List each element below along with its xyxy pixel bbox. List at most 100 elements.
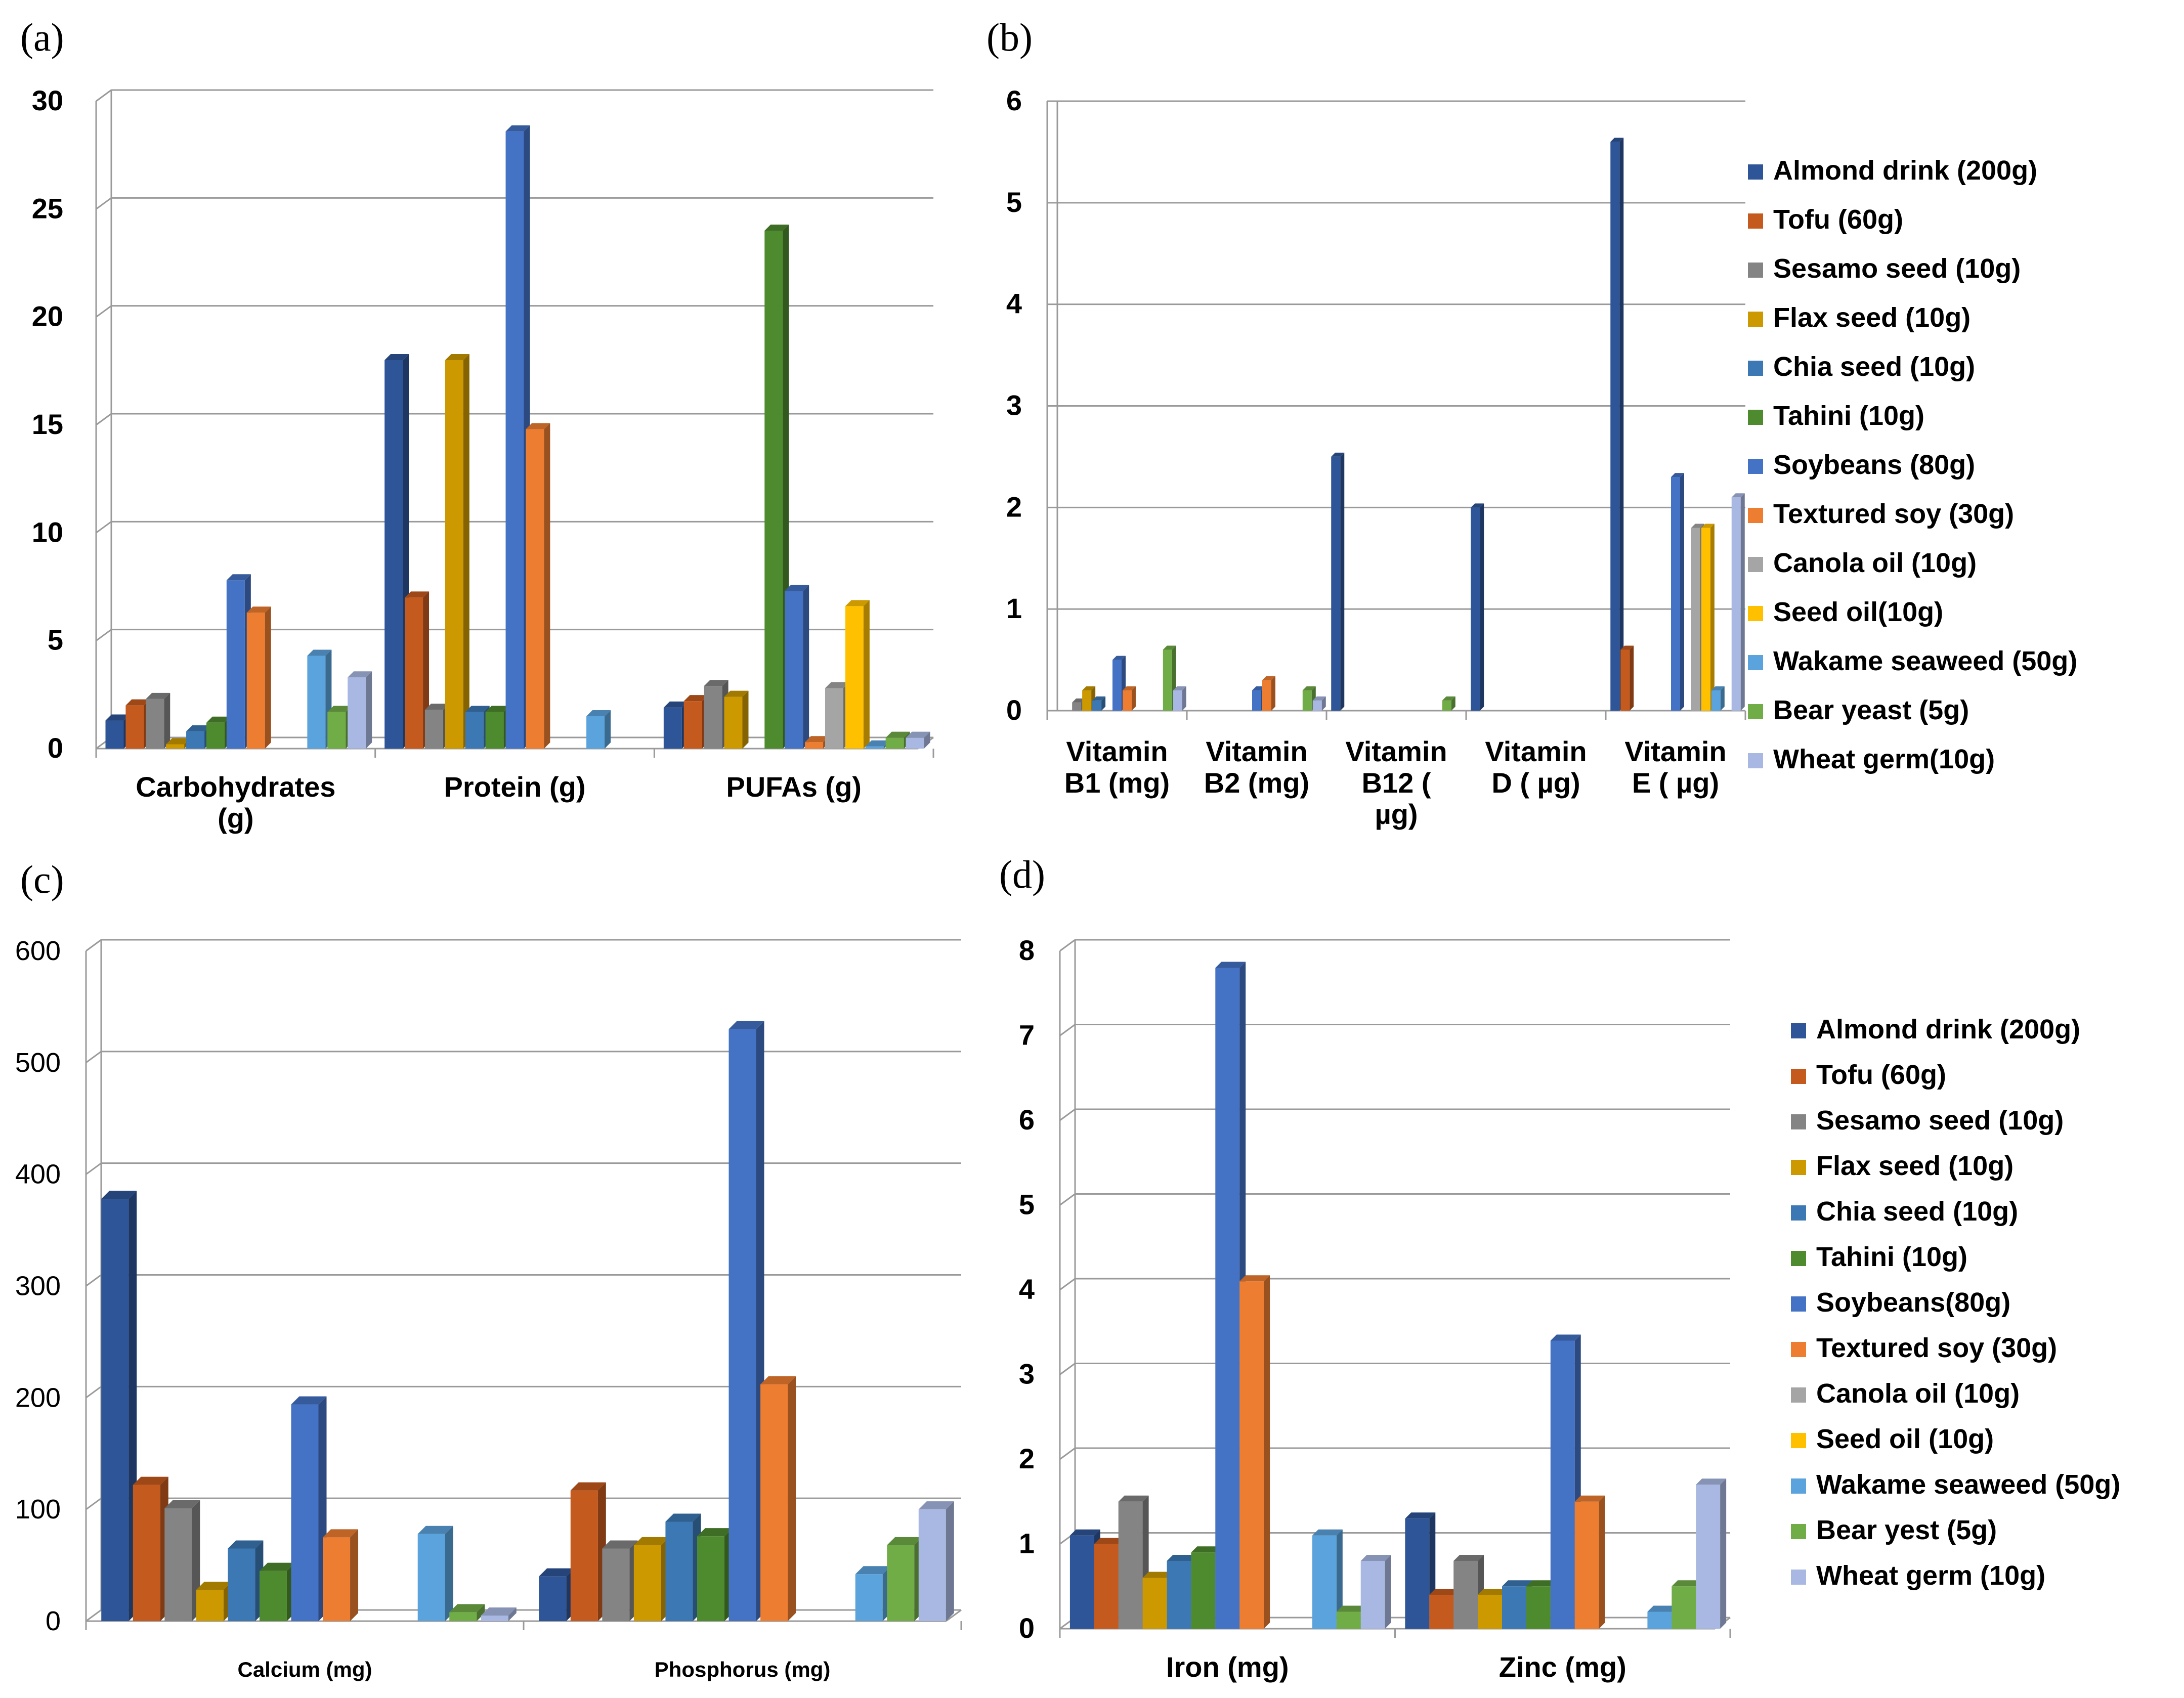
bar-top (307, 649, 332, 656)
y-tick-label: 300 (15, 1271, 61, 1301)
bar-front (1312, 1535, 1337, 1629)
bar-front (729, 1029, 756, 1621)
bar-front (1701, 528, 1710, 711)
legend-label: Wakame seaweed (50g) (1816, 1469, 2120, 1500)
bar-front (485, 712, 504, 749)
bar-top (906, 731, 930, 738)
x-category-label: Vitamin (1485, 735, 1587, 767)
y-tick-label: 5 (1019, 1189, 1035, 1221)
bar-front (825, 688, 843, 749)
bar-top (1442, 696, 1455, 701)
bar-side (1720, 1478, 1727, 1629)
y-tick-label: 10 (32, 516, 63, 548)
x-category-label: (g) (218, 802, 254, 834)
bar-top (1163, 645, 1176, 650)
bar-top (1173, 686, 1186, 690)
bar-top (133, 1476, 168, 1485)
x-category-label: Vitamin (1066, 735, 1168, 767)
legend-item: Wakame seaweed (50g) (1748, 646, 2077, 676)
bar-side (788, 1376, 796, 1621)
bar-side (1680, 473, 1684, 711)
bar-top (1094, 1538, 1125, 1544)
bar-front (146, 699, 164, 749)
bar-front (683, 701, 702, 749)
bar-top (505, 125, 530, 132)
bar-side (1264, 1275, 1270, 1629)
bar-front (1442, 700, 1451, 711)
legend-label: Seed oil (10g) (1816, 1424, 1994, 1454)
bar-front (505, 131, 524, 749)
chart-a: 0 5 10 15 20 25 30 Carbohydrates(g) Protein (g) P… (32, 84, 934, 834)
bar-top (526, 423, 550, 429)
bar-front (1574, 1501, 1599, 1629)
bar-side (1451, 696, 1455, 711)
bar-front (1671, 477, 1680, 711)
bar-top (1647, 1605, 1678, 1612)
legend-item: Sesamo seed (10g) (1748, 253, 2021, 284)
bar-top (1701, 524, 1715, 528)
legend-swatch (1791, 1296, 1806, 1312)
bar-c-1-6 (729, 1021, 764, 1621)
gridline-side (96, 89, 112, 102)
bar-side (366, 671, 372, 749)
x-category-label: E ( µg) (1632, 767, 1719, 799)
bar-top (384, 354, 409, 360)
y-tick-label: 0 (48, 732, 63, 764)
bar-front (1336, 1612, 1361, 1629)
legend-label: Flax seed (10g) (1773, 302, 1971, 333)
bar-front (327, 712, 346, 749)
bar-front (1167, 1561, 1191, 1629)
bar-top (1262, 676, 1275, 680)
bar-a-0-10 (307, 649, 332, 749)
legend-swatch (1791, 1570, 1806, 1585)
bar-top (1429, 1589, 1460, 1595)
bar-a-1-7 (526, 423, 550, 749)
legend-swatch (1791, 1478, 1806, 1494)
chart-c: 0 100 200 300 400 500 600 Calcium (mg) Phosphoru… (15, 936, 962, 1681)
bar-top (1691, 524, 1704, 528)
bar-front (1691, 528, 1700, 711)
y-tick-label: 400 (15, 1159, 61, 1190)
bar-side (1599, 1495, 1605, 1629)
bar-top (885, 731, 910, 738)
legend-label: Tahini (10g) (1773, 401, 1924, 431)
bar-b-1-7 (1262, 676, 1275, 711)
bar-d-0-10 (1312, 1529, 1343, 1629)
bar-front (526, 429, 544, 749)
bar-top (1671, 473, 1684, 477)
bar-top (1711, 686, 1725, 690)
bar-side (1710, 524, 1715, 711)
x-category-label: Vitamin (1624, 735, 1726, 767)
bar-b-4-0 (1610, 138, 1624, 711)
legend-item: Wheat germ(10g) (1748, 744, 1995, 774)
bar-top (1360, 1555, 1391, 1561)
legend-item: Canola oil (10g) (1748, 548, 1977, 578)
bar-front (570, 1490, 598, 1621)
bar-top (1502, 1580, 1532, 1587)
bar-front (1122, 690, 1132, 711)
bar-front (125, 705, 144, 749)
bar-front (323, 1537, 351, 1621)
legend-label: Wheat germ(10g) (1773, 744, 1995, 774)
bar-front (259, 1571, 287, 1621)
bar-side (605, 710, 611, 749)
bar-front (704, 686, 722, 749)
bar-top (1191, 1546, 1222, 1553)
legend-item: Tofu (60g) (1748, 204, 1903, 235)
bar-side (1271, 676, 1275, 711)
gridline-side (1059, 939, 1076, 952)
bar-side (1336, 1529, 1343, 1629)
bar-front (1405, 1518, 1430, 1629)
y-tick-label: 2 (1006, 491, 1022, 523)
y-tick-label: 500 (15, 1048, 61, 1078)
bar-side (742, 690, 749, 749)
bar-c-0-5 (259, 1562, 295, 1621)
bar-front (885, 737, 904, 749)
bar-side (1385, 1555, 1391, 1629)
bar-front (697, 1536, 724, 1621)
bar-top (424, 704, 449, 710)
bar-top (602, 1540, 638, 1549)
legend-label: Tofu (60g) (1816, 1060, 1946, 1090)
bar-front (417, 1534, 445, 1621)
